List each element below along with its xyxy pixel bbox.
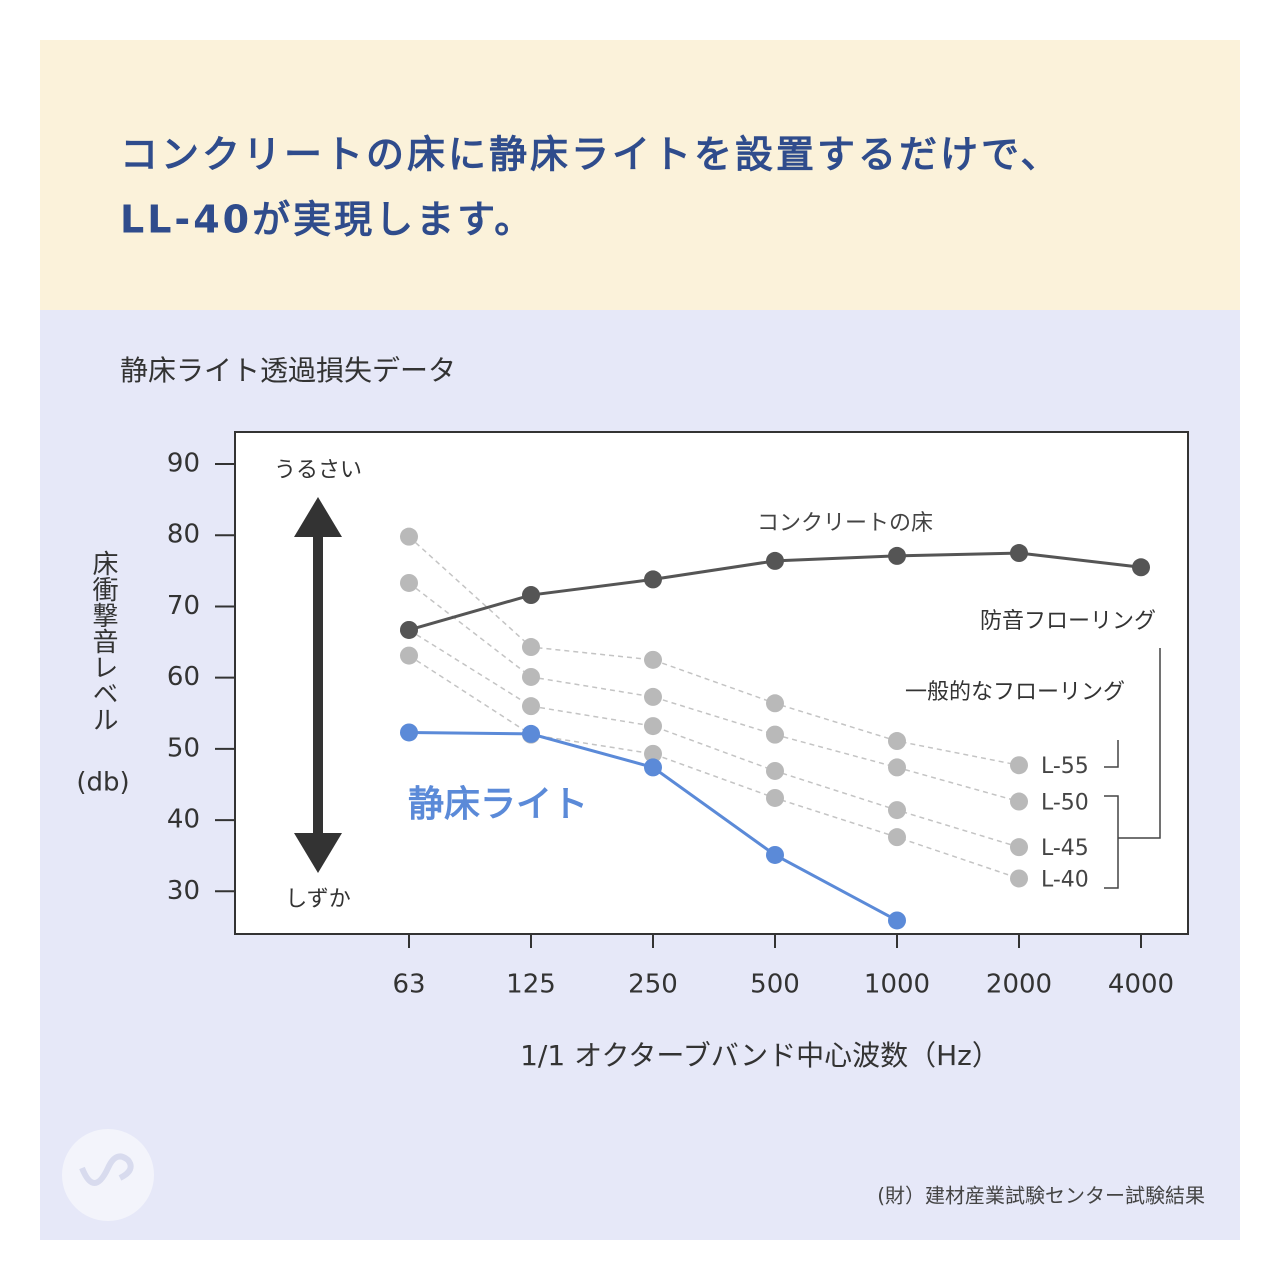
data-point xyxy=(888,732,906,751)
data-point xyxy=(766,551,784,570)
logo-mark xyxy=(79,1153,134,1186)
series-name: コンクリートの床 xyxy=(757,511,933,536)
annotation: 防音フローリング xyxy=(980,609,1156,634)
arrow-head xyxy=(294,497,342,537)
data-point xyxy=(1010,756,1028,775)
annotation: しずか xyxy=(285,887,351,912)
y-tick-label: 90 xyxy=(167,449,200,479)
series-line xyxy=(408,629,1020,848)
data-point xyxy=(522,724,540,743)
data-point xyxy=(522,586,540,605)
data-point xyxy=(1010,838,1028,857)
series-label: L-40 xyxy=(1041,867,1089,892)
data-point xyxy=(888,546,906,565)
x-tick-label: 125 xyxy=(506,970,556,1000)
x-axis-label: 1/1 オクターブバンド中心波数（Hz） xyxy=(520,1039,1000,1072)
logo xyxy=(62,1129,154,1221)
data-point xyxy=(766,694,784,713)
series-line xyxy=(408,536,1020,766)
x-tick-label: 2000 xyxy=(986,970,1052,1000)
data-point xyxy=(522,638,540,657)
source-note: (財）建材産業試験センター試験結果 xyxy=(877,1184,1205,1208)
series-name: 静床ライト xyxy=(408,784,588,825)
x-tick-label: 4000 xyxy=(1108,970,1174,1000)
plot-area xyxy=(234,431,1189,935)
x-tick-label: 500 xyxy=(750,970,800,1000)
y-tick-label: 50 xyxy=(167,733,200,763)
data-point xyxy=(644,744,662,763)
x-tick-label: 250 xyxy=(628,970,678,1000)
data-point xyxy=(400,723,418,742)
series-label: L-55 xyxy=(1041,754,1089,779)
annotation: うるさい xyxy=(274,458,362,483)
data-point xyxy=(766,725,784,744)
y-tick-label: 70 xyxy=(167,591,200,621)
y-tick-label: 40 xyxy=(167,805,200,835)
data-point xyxy=(400,646,418,665)
data-point xyxy=(1010,544,1028,563)
data-point xyxy=(766,761,784,780)
series-label: L-50 xyxy=(1041,791,1089,816)
data-point xyxy=(644,650,662,669)
data-point xyxy=(644,687,662,706)
series-label: L-45 xyxy=(1041,836,1089,861)
data-point xyxy=(766,788,784,807)
data-point xyxy=(1132,558,1150,577)
y-tick-label: 80 xyxy=(167,520,200,550)
annotation: 一般的なフローリング xyxy=(905,680,1125,705)
data-point xyxy=(522,697,540,716)
y-axis-label: 床衝撃音レベル xyxy=(88,550,118,732)
data-point xyxy=(644,570,662,589)
y-tick-label: 60 xyxy=(167,662,200,692)
data-point xyxy=(400,620,418,639)
data-point xyxy=(888,828,906,847)
data-point xyxy=(522,667,540,686)
data-point xyxy=(400,527,418,546)
y-axis-unit: (db) xyxy=(76,768,129,798)
series-line xyxy=(408,654,1020,880)
bracket xyxy=(1104,648,1161,889)
bracket xyxy=(1104,740,1119,768)
chart-title: 静床ライト透過損失データ xyxy=(120,354,456,387)
headline: コンクリートの床に静床ライトを設置するだけで、 xyxy=(120,133,1061,177)
y-tick-label: 30 xyxy=(167,876,200,906)
arrow-head xyxy=(294,833,342,873)
header-band xyxy=(40,40,1240,310)
data-point xyxy=(644,717,662,736)
data-point xyxy=(1010,792,1028,811)
data-point xyxy=(888,911,906,930)
data-point xyxy=(888,758,906,777)
series-line xyxy=(408,582,1020,803)
x-tick-label: 1000 xyxy=(864,970,930,1000)
data-point xyxy=(1010,869,1028,888)
data-point xyxy=(644,758,662,777)
headline: LL-40が実現します。 xyxy=(120,198,535,242)
x-tick-label: 63 xyxy=(392,970,425,1000)
data-point xyxy=(766,845,784,864)
data-point xyxy=(888,801,906,820)
data-point xyxy=(400,573,418,592)
